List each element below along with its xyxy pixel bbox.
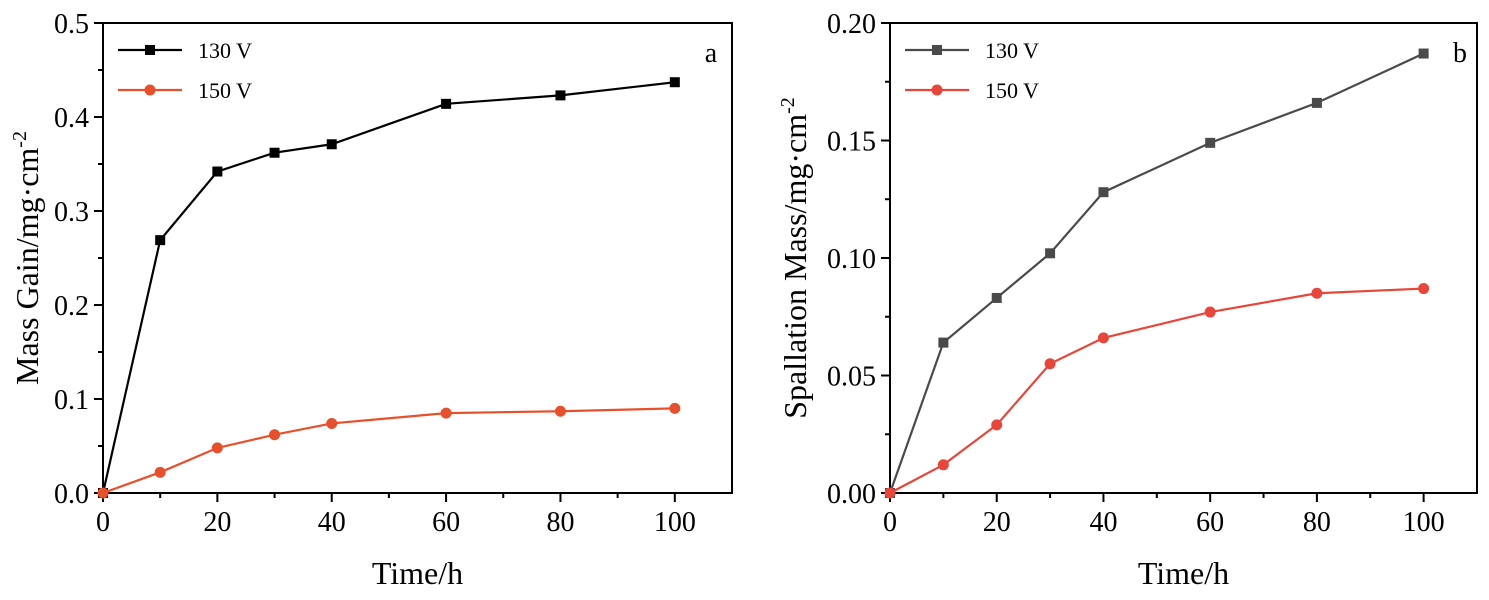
data-point-square: [1311, 97, 1322, 108]
series-130-v: [885, 48, 1429, 498]
legend-label: 130 V: [985, 38, 1039, 63]
x-tick-label: 100: [654, 507, 696, 538]
y-axis-title-main: Spallation Mass/mg·cm: [777, 114, 813, 419]
y-tick-label: 0.2: [54, 291, 89, 322]
data-point-circle: [1418, 283, 1430, 295]
data-point-square: [155, 235, 166, 246]
legend-label: 150 V: [985, 78, 1039, 103]
series-130-v: [98, 77, 680, 498]
data-point-circle: [1311, 287, 1323, 299]
series-line: [889, 287, 1424, 494]
x-tick-label: 20: [983, 507, 1011, 538]
series-150-v: [97, 402, 681, 499]
x-tick-label: 60: [432, 507, 460, 538]
data-point-circle: [937, 459, 949, 471]
data-point-circle: [554, 405, 566, 417]
data-point-square: [555, 90, 566, 101]
legend-label: 130 V: [198, 38, 252, 63]
plot-frame: [889, 22, 1478, 494]
data-point-square: [1098, 187, 1109, 198]
x-tick-label: 40: [1089, 507, 1117, 538]
data-point-square: [669, 77, 680, 88]
x-axis-title: Time/h: [372, 555, 463, 591]
y-tick-label: 0.0: [54, 479, 89, 510]
data-point-circle: [1204, 306, 1216, 318]
chart-panel-a: 0 20 40 60 80 100 0.0 0.1 0.2 0.3 0.4 0.5 Time/h Mass…: [9, 9, 733, 591]
data-point-square: [269, 147, 280, 158]
series-line: [888, 52, 1425, 494]
data-point-circle: [154, 466, 166, 478]
data-point-square: [1418, 48, 1429, 59]
legend-entry: 130 V: [118, 38, 252, 63]
panel-label: a: [705, 38, 718, 69]
chart-panel-b: 0 20 40 60 80 100 0.00 0.05 0.10 0.15 0.20 Time/h Sp…: [777, 9, 1478, 591]
data-point-circle: [884, 487, 896, 499]
data-point-circle: [440, 407, 452, 419]
data-point-square: [441, 98, 452, 109]
legend-entry: 150 V: [905, 78, 1039, 103]
data-point-circle: [326, 417, 338, 429]
x-tick-label: 0: [883, 507, 897, 538]
legend-entry: 130 V: [905, 38, 1039, 63]
y-tick-label: 0.4: [54, 103, 89, 134]
y-axis-title: Spallation Mass/mg·cm-2: [777, 97, 813, 419]
y-tick-label: 0.05: [827, 362, 876, 393]
data-point-circle: [1097, 332, 1109, 344]
legend-marker-circle: [144, 84, 156, 96]
y-tick-label: 0.1: [54, 385, 89, 416]
data-point-circle: [1044, 358, 1056, 370]
data-point-square: [326, 139, 337, 150]
x-tick-label: 100: [1403, 507, 1445, 538]
legend-marker-circle: [931, 84, 943, 96]
x-tick-label: 80: [546, 507, 574, 538]
panel-label: b: [1453, 38, 1467, 69]
series-line: [101, 81, 675, 494]
x-tick-label: 0: [96, 507, 110, 538]
y-axis-title-superscript: -2: [777, 97, 799, 114]
legend-marker-square: [145, 45, 155, 55]
legend-label: 150 V: [198, 78, 252, 103]
data-point-square: [1045, 248, 1056, 259]
legend-entry: 150 V: [118, 78, 252, 103]
legend-marker-square: [932, 45, 942, 55]
series-line: [102, 407, 675, 495]
y-tick-label: 0.5: [54, 9, 89, 40]
data-point-circle: [211, 442, 223, 454]
x-tick-label: 60: [1196, 507, 1224, 538]
data-point-circle: [97, 487, 109, 499]
y-tick-label: 0.00: [827, 479, 876, 510]
data-point-square: [1205, 137, 1216, 148]
x-tick-label: 80: [1303, 507, 1331, 538]
y-axis-title: Mass Gain/mg·cm-2: [9, 131, 45, 385]
y-tick-label: 0.20: [827, 9, 876, 40]
data-point-circle: [269, 429, 281, 441]
data-point-square: [991, 292, 1002, 303]
y-axis-title-superscript: -2: [9, 131, 31, 148]
x-axis-title: Time/h: [1138, 555, 1229, 591]
data-point-circle: [669, 402, 681, 414]
x-tick-label: 40: [318, 507, 346, 538]
y-tick-label: 0.15: [827, 127, 876, 158]
data-point-square: [212, 166, 223, 177]
y-tick-label: 0.3: [54, 197, 89, 228]
y-tick-label: 0.10: [827, 244, 876, 275]
series-150-v: [884, 283, 1430, 499]
data-point-circle: [991, 419, 1003, 431]
x-tick-label: 20: [203, 507, 231, 538]
data-point-square: [938, 337, 949, 348]
y-axis-title-main: Mass Gain/mg·cm: [9, 148, 45, 385]
